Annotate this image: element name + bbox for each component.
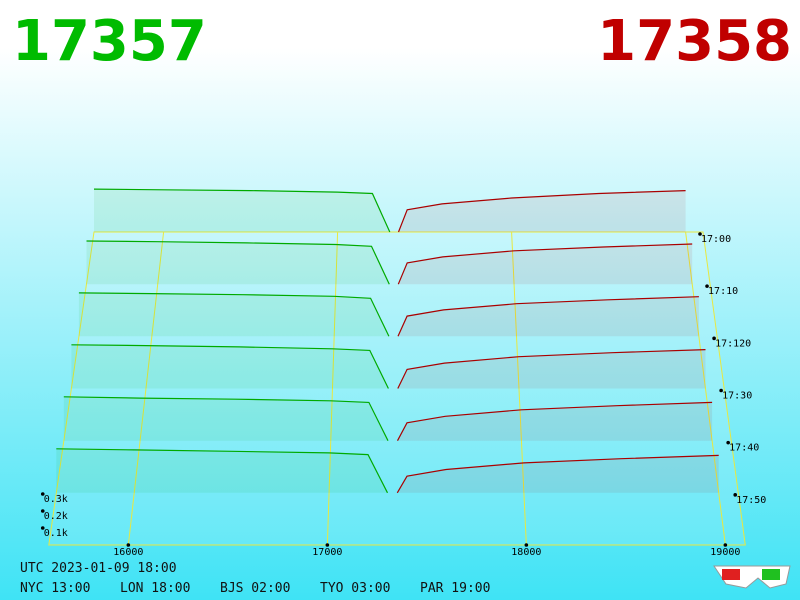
grid-line [326,231,339,546]
depth-area [398,296,699,337]
tick-dot [126,543,131,547]
grid-line [127,231,165,546]
grid-line [685,231,726,546]
tick-dot [733,493,738,497]
tick-dot [40,509,45,513]
t-tick-label: 17:00 [701,234,731,245]
glasses-icon [713,565,791,589]
depth-line [397,243,693,285]
tick-dot [40,492,45,496]
v-tick-label: 0.1k [44,528,68,539]
v-tick-label: 0.2k [44,511,68,522]
t-tick-label: 17:30 [722,391,752,402]
depth-area [71,344,389,389]
tick-dot [712,336,716,341]
tick-dot [705,284,709,288]
depth-area [398,190,686,232]
depth-line [397,296,699,337]
t-tick-label: 17:50 [736,495,766,506]
x-tick-label: 16000 [113,547,143,558]
clock: BJS 02:00 [220,581,290,596]
depth-line [56,448,389,494]
bid-price: 17357 [12,9,207,74]
depth-area [397,455,719,493]
t-tick-label: 17:10 [708,286,738,297]
depth-line [396,454,719,494]
tick-dot [719,388,723,393]
depth-line [397,349,706,389]
depth-line [93,188,391,233]
tick-dot [325,543,330,547]
depth-area [63,396,389,441]
tick-dot [726,440,730,445]
depth-line [397,190,686,233]
grid-line [511,231,527,546]
tick-dot [524,543,529,547]
depth-line [71,344,389,389]
floor [48,231,746,546]
utc-time: UTC 2023-01-09 18:00 [20,561,177,576]
x-tick-label: 17000 [312,547,342,558]
tick-dot [40,526,45,530]
depth-line [63,396,389,441]
clock: TYO 03:00 [320,581,390,596]
depth-area [398,244,693,285]
tick-dot [723,543,728,547]
clock: LON 18:00 [120,581,190,596]
clock: NYC 13:00 [20,581,90,596]
x-tick-label: 19000 [710,547,740,558]
depth-line [396,401,713,441]
x-tick-label: 18000 [511,547,541,558]
depth-area [397,402,713,441]
depth-area [86,241,390,285]
depth-area [94,189,390,232]
depth-area [56,448,388,493]
t-tick-label: 17:120 [715,338,751,349]
depth-area [397,349,706,389]
clock: PAR 19:00 [420,581,490,596]
t-tick-label: 17:40 [729,443,759,454]
depth-line [86,240,390,285]
depth-line [78,292,390,337]
tick-dot [698,232,702,236]
depth-area [78,292,389,337]
v-tick-label: 0.3k [44,494,68,505]
ask-price: 17358 [597,9,792,74]
